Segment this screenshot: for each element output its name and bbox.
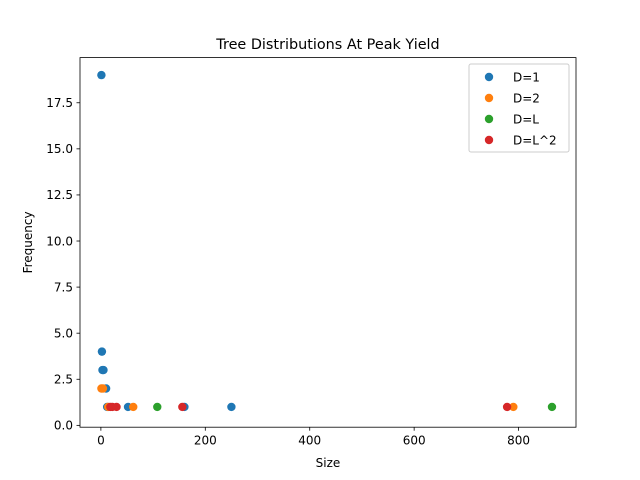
x-tick-label: 200 <box>194 434 217 448</box>
y-tick-label: 7.5 <box>54 280 73 294</box>
y-tick-label: 15.0 <box>46 142 73 156</box>
data-point-s0-1 <box>97 347 107 356</box>
x-tick-label: 600 <box>403 434 426 448</box>
y-tick-label: 12.5 <box>46 188 73 202</box>
data-point-s3-3 <box>178 402 187 412</box>
y-tick-label: 17.5 <box>46 96 73 110</box>
legend-marker <box>484 93 494 103</box>
data-point-s0-8 <box>227 402 236 412</box>
data-point-s1-4 <box>509 402 518 412</box>
x-tick-label: 800 <box>507 434 530 448</box>
legend-label: D=L <box>513 112 539 126</box>
y-tick-label: 0.0 <box>54 419 73 433</box>
y-tick-label: 5.0 <box>54 326 73 340</box>
legend-marker <box>484 72 494 82</box>
data-points <box>97 70 557 412</box>
legend-box <box>468 63 570 153</box>
legend-label: D=L^2 <box>513 133 557 147</box>
legend-label: D=2 <box>513 91 540 105</box>
x-axis-ticks: 0 200 400 600 800 <box>97 427 530 448</box>
data-point-s0-0 <box>97 70 106 80</box>
data-point-s2-0 <box>153 402 162 412</box>
data-point-s1-3 <box>129 402 138 412</box>
y-tick-label: 2.5 <box>54 373 73 387</box>
data-point-s2-1 <box>547 402 557 412</box>
y-tick-label: 10.0 <box>46 234 73 248</box>
data-point-s0-3 <box>99 365 108 375</box>
data-point-s1-1 <box>98 384 108 393</box>
legend: D=1 D=2 D=L D=L^2 <box>468 63 570 153</box>
data-point-s3-2 <box>112 402 121 412</box>
x-tick-label: 0 <box>97 434 105 448</box>
legend-label: D=1 <box>513 70 540 84</box>
x-axis-label: Size <box>316 456 341 470</box>
chart-title: Tree Distributions At Peak Yield <box>215 37 439 53</box>
data-point-s3-4 <box>502 402 512 412</box>
y-axis-ticks: 0.0 2.5 5.0 7.5 10.0 12.5 15.0 17.5 <box>46 96 80 433</box>
plot-frame <box>79 57 577 428</box>
legend-marker <box>484 114 494 124</box>
x-tick-label: 400 <box>298 434 321 448</box>
legend-marker <box>484 135 494 145</box>
y-axis-label: Frequency <box>21 211 35 273</box>
